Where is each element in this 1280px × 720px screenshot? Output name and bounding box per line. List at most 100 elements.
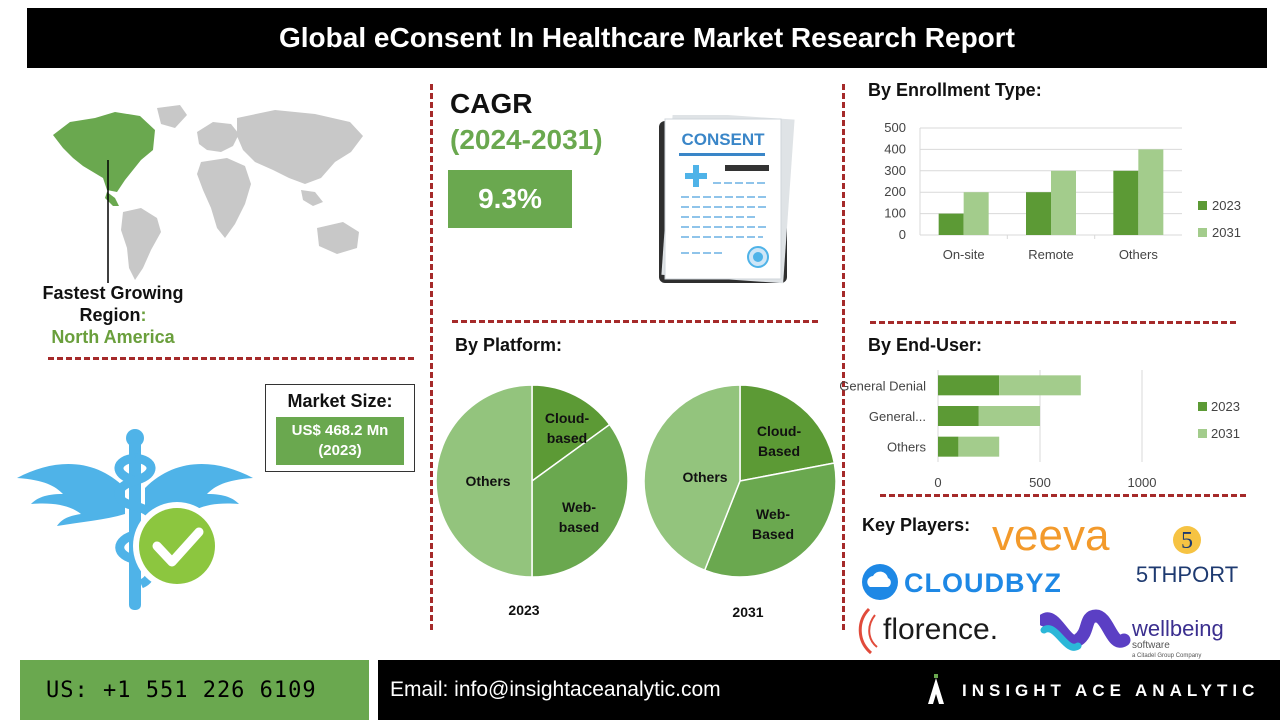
pie-2031: Cloud-Based Web-Based Others xyxy=(643,384,837,578)
market-size-amount: US$ 468.2 Mn xyxy=(291,422,389,439)
enroll-bar-2023-On-site xyxy=(938,213,964,235)
divider-cagr xyxy=(452,320,818,323)
enroll-legend-swatch xyxy=(1198,201,1207,210)
market-size-label: Market Size: xyxy=(287,391,393,411)
pie2-slice-1 xyxy=(703,462,837,578)
enduser-bar-2023-1 xyxy=(938,406,979,426)
enduser-xtick: 500 xyxy=(1029,475,1051,490)
pie1-slice-2 xyxy=(435,384,533,578)
enduser-legend-label: 2031 xyxy=(1211,426,1240,441)
enduser-bar-2023-0 xyxy=(938,375,1000,396)
divider-region xyxy=(48,357,414,360)
enroll-ytick: 500 xyxy=(884,120,906,135)
consent-document-icon: CONSENT xyxy=(659,115,795,284)
pie1-label: Web-based xyxy=(559,499,599,535)
market-size-year: (2023) xyxy=(318,442,362,459)
platform-pie-charts: Cloud-based Web-based Others Cloud-Based We… xyxy=(435,384,837,620)
wellbeing-logo-text: wellbeing xyxy=(1131,616,1224,641)
enroll-ytick: 0 xyxy=(899,227,906,242)
pie1-label: Cloud-based xyxy=(545,410,590,446)
enduser-ytick: General... xyxy=(869,409,926,424)
wellbeing-logo: wellbeing software a Citadel Group Compa… xyxy=(1040,609,1224,659)
region-value: North America xyxy=(51,327,175,347)
pie2-label: Cloud-Based xyxy=(757,423,802,459)
pie2-label: Others xyxy=(682,469,727,485)
cagr-label: CAGR xyxy=(450,88,533,119)
enroll-bar-2023-Others xyxy=(1113,170,1139,235)
world-map-icon xyxy=(53,105,363,283)
veeva-logo-text: veeva xyxy=(992,512,1110,556)
cloudbyz-logo-text: CLOUDBYZ xyxy=(904,568,1060,598)
footer-phone[interactable]: US: +1 551 226 6109 xyxy=(20,660,369,720)
svg-text:5: 5 xyxy=(1181,528,1193,554)
enroll-xtick: On-site xyxy=(943,247,985,262)
enroll-xtick: Remote xyxy=(1028,247,1074,262)
wellbeing-logo-tagline: a Citadel Group Company xyxy=(1132,653,1201,659)
enroll-ytick: 400 xyxy=(884,141,906,156)
divider-right xyxy=(842,84,845,630)
enduser-bar-2023-2 xyxy=(938,436,959,457)
consent-title: CONSENT xyxy=(681,130,765,149)
divider-enduser xyxy=(880,494,1246,497)
5thport-logo: 5 5THPORT xyxy=(1136,526,1238,587)
market-size-value: US$ 468.2 Mn (2023) xyxy=(276,417,404,465)
enduser-ytick: Others xyxy=(887,440,927,455)
divider-enrollment xyxy=(870,321,1236,324)
enduser-legend-label: 2023 xyxy=(1211,399,1240,414)
enduser-bar-2031-2 xyxy=(958,436,1000,457)
key-players-heading: Key Players: xyxy=(862,515,971,535)
pie2-slice-0 xyxy=(739,384,836,482)
enduser-bar-2031-0 xyxy=(999,375,1081,396)
footer-bar: Email: info@insightaceanalytic.com INSIG… xyxy=(378,660,1280,720)
pie2-label: Web-Based xyxy=(752,506,794,542)
enduser-xtick: 0 xyxy=(934,475,941,490)
5thport-logo-text: 5THPORT xyxy=(1136,562,1238,587)
enduser-legend-swatch xyxy=(1198,402,1207,411)
enduser-bar-2031-1 xyxy=(978,406,1040,426)
pie-2031-title: 2031 xyxy=(732,604,763,620)
enroll-bar-2031-On-site xyxy=(963,192,989,235)
enroll-bar-2031-Others xyxy=(1138,149,1164,235)
florence-logo-text: florence. xyxy=(883,613,998,646)
enroll-legend-swatch xyxy=(1198,228,1207,237)
region-colon: : xyxy=(140,305,147,325)
veeva-logo: veeva xyxy=(992,512,1110,556)
caduceus-check-icon xyxy=(17,429,253,610)
brand-logo-icon xyxy=(928,674,944,704)
divider-left xyxy=(430,84,433,630)
enrollment-heading: By Enrollment Type: xyxy=(868,80,1042,100)
platform-heading: By Platform: xyxy=(455,335,563,355)
pie-2023-title: 2023 xyxy=(508,602,539,618)
enroll-legend-label: 2023 xyxy=(1212,198,1241,213)
pie1-slice-1 xyxy=(531,423,629,578)
pie2-slice-2 xyxy=(643,384,741,572)
footer-email[interactable]: Email: info@insightaceanalytic.com xyxy=(390,678,721,701)
region-callout: Fastest Growing Region: North America xyxy=(30,282,196,348)
enduser-legend-swatch xyxy=(1198,429,1207,438)
cagr-value: 9.3% xyxy=(448,170,572,228)
enduser-heading: By End-User: xyxy=(868,335,983,355)
enroll-bar-2023-Remote xyxy=(1026,192,1051,235)
footer-brand: INSIGHT ACE ANALYTIC xyxy=(962,681,1260,700)
enroll-ytick: 200 xyxy=(884,184,906,199)
cagr-years: (2024-2031) xyxy=(450,124,603,155)
enduser-bar-chart: 0 500 1000 General Denial General... Others 20… xyxy=(840,370,1240,490)
enroll-xtick: Others xyxy=(1119,247,1159,262)
enduser-xtick: 1000 xyxy=(1128,475,1157,490)
enroll-ytick: 300 xyxy=(884,163,906,178)
pie1-label: Others xyxy=(465,473,510,489)
page-title: Global eConsent In Healthcare Market Res… xyxy=(27,8,1267,68)
wellbeing-logo-sub: software xyxy=(1132,640,1170,651)
market-size-box: Market Size: US$ 468.2 Mn (2023) xyxy=(265,384,415,472)
pie1-slice-0 xyxy=(531,384,611,483)
region-line2: Region xyxy=(79,305,141,325)
enrollment-bar-chart: 0 100 200 300 400 500 On-site Remote Others 2023 2… xyxy=(884,120,1241,262)
cloudbyz-logo: CLOUDBYZ xyxy=(862,564,1060,600)
florence-logo: florence. xyxy=(858,607,998,655)
region-line1: Fastest Growing xyxy=(42,283,184,303)
enroll-bar-2031-Remote xyxy=(1051,170,1076,235)
pie-2023: Cloud-based Web-based Others xyxy=(435,384,629,578)
enroll-ytick: 100 xyxy=(884,206,906,221)
enduser-ytick: General Denial xyxy=(840,378,926,393)
enroll-legend-label: 2031 xyxy=(1212,225,1241,240)
